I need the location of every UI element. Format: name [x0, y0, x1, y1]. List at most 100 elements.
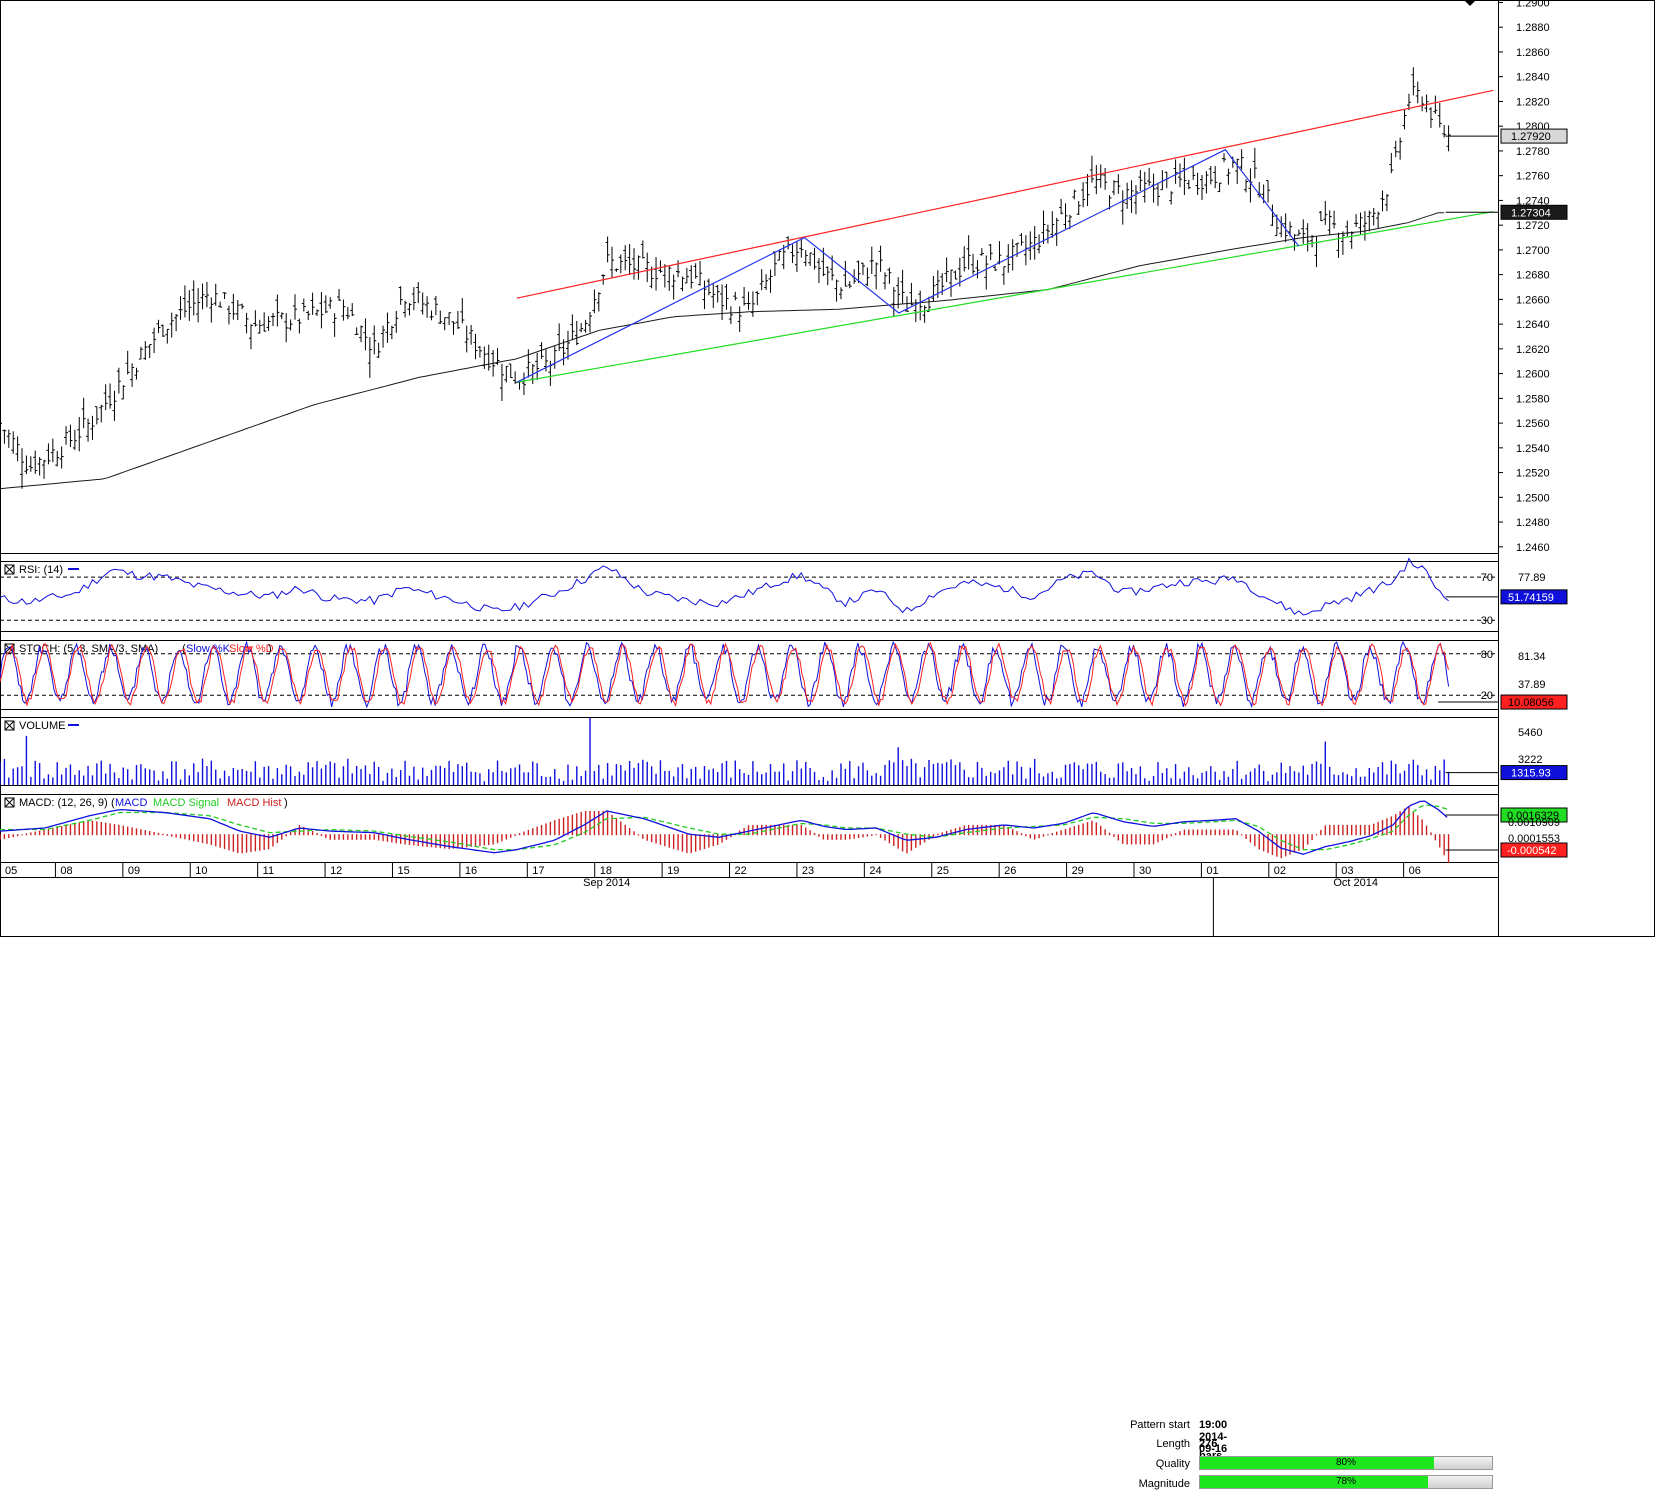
x-day-label: 05: [5, 865, 17, 877]
length-label: Length: [1156, 1438, 1190, 1450]
rsi-level-label: 70: [1481, 572, 1493, 584]
macd-axis-label: 0.0001553: [1508, 833, 1560, 845]
x-day-label: 19: [667, 865, 679, 877]
stoch-axis-label: 37.89: [1518, 679, 1546, 691]
macd-line: [0, 800, 1448, 855]
chart-svg: 1.29001.28801.28601.28401.28201.28001.27…: [0, 0, 1655, 937]
x-day-label: 01: [1206, 865, 1218, 877]
stoch-last-tag: [1500, 694, 1568, 710]
macd-hist-group: [0, 807, 1450, 863]
macd-signal-line: [0, 804, 1448, 851]
magnitude-label: Magnitude: [1138, 1478, 1190, 1490]
pattern-start-label: Pattern start: [1130, 1419, 1190, 1431]
price-y-tick-label: 1.2660: [1516, 294, 1550, 306]
price-bars-group: [0, 67, 1451, 489]
rsi-pane-frame: [0, 561, 1499, 632]
stoch-title: STOCH: (5, 3, SMA/3, SMA): [19, 643, 158, 655]
magnitude-bar: 78%: [1199, 1475, 1493, 1489]
rsi-title: RSI: (14): [19, 564, 63, 576]
price-y-tick-label: 1.2700: [1516, 245, 1550, 257]
rsi-line: [0, 557, 1449, 616]
stoch-level-label: 80: [1481, 649, 1493, 661]
macd-signal-tag-label: 0.0016329: [1507, 810, 1559, 822]
price-y-tick-label: 1.2540: [1516, 443, 1550, 455]
x-day-label: 18: [600, 865, 612, 877]
quality-label: Quality: [1155, 1458, 1190, 1470]
price-y-tick-label: 1.2720: [1516, 220, 1550, 232]
macd-legend-signal: MACD Signal: [153, 797, 219, 809]
volume-bars-group: [0, 717, 1450, 785]
price-y-tick-label: 1.2640: [1516, 319, 1550, 331]
x-day-label: 29: [1072, 865, 1084, 877]
x-day-label: 10: [195, 865, 207, 877]
x-day-label: 26: [1004, 865, 1016, 877]
rsi-level-label: 30: [1481, 615, 1493, 627]
price-y-tick-label: 1.2520: [1516, 468, 1550, 480]
x-day-label: 06: [1409, 865, 1421, 877]
ma-value-tag: [1500, 204, 1568, 220]
magnitude-pct-text: 78%: [1335, 1476, 1356, 1487]
x-month-label: Sep 2014: [583, 877, 630, 889]
rsi-close-icon-x: [4, 564, 15, 575]
price-y-tick-label: 1.2740: [1516, 195, 1550, 207]
x-day-label: 22: [735, 865, 747, 877]
macd-legend-macd: MACD: [115, 797, 147, 809]
price-y-tick-label: 1.2600: [1516, 369, 1550, 381]
volume-last-tag-label: 1315.93: [1511, 768, 1551, 780]
x-day-label: 02: [1274, 865, 1286, 877]
rsi-axis-label: 77.89: [1518, 572, 1546, 584]
price-y-tick-label: 1.2880: [1516, 22, 1550, 34]
price-y-tick-label: 1.2680: [1516, 270, 1550, 282]
price-y-tick-label: 1.2860: [1516, 47, 1550, 59]
rsi-last-tag: [1500, 589, 1568, 605]
x-day-label: 16: [465, 865, 477, 877]
scroll-marker-icon: [1464, 0, 1476, 6]
x-day-label: 03: [1341, 865, 1353, 877]
stoch-last-tag-label: 10.08056: [1508, 697, 1554, 709]
stoch-legend-paren-close: ): [268, 643, 272, 655]
pattern-zigzag-line: [516, 148, 1300, 383]
price-y-tick-label: 1.2760: [1516, 171, 1550, 183]
volume-title: VOLUME: [19, 720, 65, 732]
x-day-label: 17: [532, 865, 544, 877]
price-y-tick-label: 1.2780: [1516, 146, 1550, 158]
channel-upper-line: [516, 89, 1494, 299]
volume-axis-label: 5460: [1518, 727, 1542, 739]
macd-legend-hist: MACD Hist: [227, 797, 281, 809]
volume-close-icon-x: [4, 720, 15, 731]
channel-lower-line: [516, 210, 1494, 383]
macd-close-icon-x: [4, 797, 15, 808]
macd-hist-tag-label: -0.000542: [1507, 845, 1557, 857]
quality-pct-text: 80%: [1335, 1457, 1356, 1468]
stoch-legend-k: Slow %K: [186, 643, 231, 655]
price-y-tick-label: 1.2560: [1516, 418, 1550, 430]
quality-bar: 80%: [1199, 1456, 1493, 1470]
macd-axis-label: 0.0010909: [1508, 817, 1560, 829]
macd-legend-paren-close: ): [284, 797, 288, 809]
last-price-tag-label: 1.27920: [1511, 131, 1551, 143]
price-y-tick-label: 1.2840: [1516, 72, 1550, 84]
x-day-label: 11: [263, 865, 274, 877]
x-day-label: 24: [869, 865, 881, 877]
x-day-label: 09: [128, 865, 140, 877]
macd-signal-tag: [1500, 807, 1568, 823]
x-day-label: 15: [397, 865, 409, 877]
price-y-tick-label: 1.2580: [1516, 393, 1550, 405]
last-price-tag: [1500, 128, 1568, 144]
price-y-tick-label: 1.2480: [1516, 517, 1550, 529]
stoch-axis-label: 81.34: [1518, 651, 1546, 663]
x-day-label: 30: [1139, 865, 1151, 877]
x-month-label: Oct 2014: [1333, 877, 1378, 889]
rsi-last-tag-label: 51.74159: [1508, 592, 1554, 604]
stoch-level-label: 20: [1481, 690, 1493, 702]
x-day-label: 23: [802, 865, 814, 877]
stoch-d-line: [0, 641, 1450, 708]
macd-legend-paren: (: [111, 797, 115, 809]
macd-pane-frame: [0, 794, 1499, 863]
ma-value-tag-label: 1.27304: [1511, 207, 1551, 219]
x-day-label: 25: [937, 865, 949, 877]
price-y-tick-label: 1.2500: [1516, 492, 1550, 504]
volume-axis-label: 3222: [1518, 754, 1542, 766]
price-pane-frame: [0, 0, 1499, 554]
